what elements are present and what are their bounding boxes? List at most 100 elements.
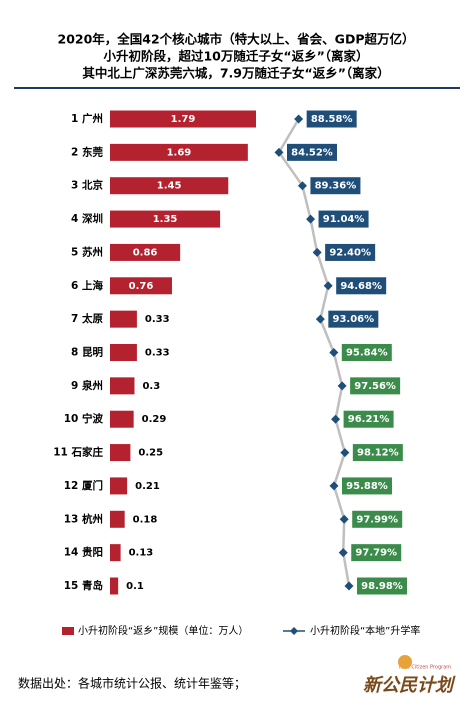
point bbox=[338, 548, 348, 558]
legend-swatch bbox=[290, 627, 298, 635]
point bbox=[329, 348, 339, 357]
value-label-box bbox=[336, 277, 387, 295]
bar-value-label: 0.86 bbox=[133, 247, 158, 258]
bar bbox=[110, 177, 229, 195]
value-label: 91.04% bbox=[323, 214, 365, 225]
bar-value-label: 1.35 bbox=[153, 214, 178, 225]
bar bbox=[110, 544, 121, 562]
bar-value-label: 0.33 bbox=[145, 314, 170, 325]
value-label: 89.36% bbox=[315, 181, 357, 192]
point bbox=[344, 581, 354, 591]
point bbox=[329, 481, 339, 491]
title-line: 其中北上广深苏莞六城，7.9万随迁子女“返乡”（离家） bbox=[82, 66, 389, 81]
category-label: 14 贵阳 bbox=[64, 546, 103, 559]
bar-value-label: 0.21 bbox=[135, 481, 160, 492]
point bbox=[339, 514, 349, 524]
category-label: 2 东莞 bbox=[71, 145, 103, 158]
category-label: 15 青岛 bbox=[64, 579, 103, 592]
bar-value-label: 0.76 bbox=[129, 281, 154, 292]
value-label-box bbox=[318, 210, 369, 228]
category-label: 4 深圳 bbox=[71, 212, 103, 225]
bar-value-label: 0.33 bbox=[145, 348, 170, 359]
point bbox=[312, 247, 322, 257]
value-label-box bbox=[287, 143, 337, 161]
value-label-box bbox=[351, 544, 402, 562]
bar-value-label: 0.1 bbox=[126, 581, 144, 592]
value-label: 97.79% bbox=[355, 548, 397, 559]
category-label: 9 泉州 bbox=[71, 379, 103, 392]
legend-label: 小升初阶段“返乡”规模（单位：万人） bbox=[78, 624, 248, 637]
bar bbox=[110, 444, 131, 462]
bar-value-label: 1.69 bbox=[167, 147, 192, 158]
point bbox=[337, 381, 347, 391]
value-label-box bbox=[328, 310, 379, 328]
logo-text: 新公民计划 bbox=[363, 675, 456, 696]
value-label-box bbox=[343, 410, 394, 428]
value-label: 97.56% bbox=[354, 381, 396, 392]
bar-value-label: 0.18 bbox=[133, 514, 158, 525]
value-label: 98.98% bbox=[361, 581, 403, 592]
value-label: 88.58% bbox=[311, 114, 353, 125]
category-label: 3 北京 bbox=[71, 179, 103, 192]
bar bbox=[110, 477, 128, 495]
point bbox=[297, 181, 307, 191]
bar-value-label: 1.79 bbox=[171, 114, 196, 125]
bar bbox=[110, 510, 125, 528]
bar bbox=[110, 410, 134, 428]
value-label-box bbox=[350, 377, 401, 395]
value-label-box bbox=[341, 344, 392, 361]
point bbox=[315, 314, 325, 324]
logo-icon bbox=[398, 655, 412, 669]
value-label: 95.88% bbox=[346, 481, 388, 492]
title-line: 2020年，全国42个核心城市（特大以上、省会、GDP超万亿） bbox=[58, 32, 415, 47]
value-label-box bbox=[352, 444, 403, 462]
value-label-box bbox=[357, 577, 407, 595]
category-label: 6 上海 bbox=[71, 279, 103, 292]
legend-label: 小升初阶段“本地”升学率 bbox=[310, 624, 420, 637]
bar bbox=[110, 577, 119, 595]
point bbox=[274, 147, 284, 157]
category-label: 13 杭州 bbox=[64, 512, 103, 525]
source: 数据出处：各城市统计公报、统计年鉴等； bbox=[18, 676, 246, 691]
bar bbox=[110, 344, 137, 361]
value-label-box bbox=[310, 177, 361, 195]
bar bbox=[110, 243, 181, 261]
value-label: 96.21% bbox=[348, 414, 390, 425]
category-label: 10 宁波 bbox=[64, 412, 104, 425]
category-label: 1 广州 bbox=[71, 112, 103, 125]
bar bbox=[110, 143, 248, 161]
point bbox=[323, 281, 333, 291]
category-label: 5 苏州 bbox=[71, 245, 103, 258]
point bbox=[331, 414, 341, 424]
point bbox=[294, 114, 304, 124]
bar bbox=[110, 310, 137, 328]
category-label: 12 厦门 bbox=[64, 479, 103, 492]
point bbox=[306, 214, 316, 224]
value-label: 98.12% bbox=[357, 448, 399, 459]
value-label-box bbox=[325, 243, 376, 261]
bar bbox=[110, 210, 221, 228]
logo-subtitle: New Citizen Program bbox=[399, 665, 451, 671]
bar-value-label: 1.45 bbox=[157, 181, 182, 192]
bar-value-label: 0.3 bbox=[142, 381, 160, 392]
category-label: 11 石家庄 bbox=[53, 446, 103, 459]
bar bbox=[110, 110, 256, 128]
value-label-box bbox=[352, 510, 403, 528]
bar-value-label: 0.25 bbox=[138, 448, 163, 459]
bar bbox=[110, 277, 172, 295]
bar-value-label: 0.29 bbox=[142, 414, 167, 425]
point bbox=[340, 448, 350, 458]
value-label-box bbox=[341, 477, 392, 495]
category-label: 7 太原 bbox=[71, 312, 103, 325]
legend-swatch bbox=[62, 627, 74, 635]
value-label: 94.68% bbox=[340, 281, 382, 292]
value-label: 92.40% bbox=[329, 247, 371, 258]
title-line: 小升初阶段，超过10万随迁子女“返乡”（离家） bbox=[102, 49, 368, 64]
value-label: 95.84% bbox=[346, 348, 388, 359]
bar-value-label: 0.13 bbox=[129, 548, 154, 559]
value-label: 84.52% bbox=[291, 147, 333, 158]
value-label: 97.99% bbox=[356, 514, 398, 525]
category-label: 8 昆明 bbox=[71, 347, 103, 359]
value-label-box bbox=[306, 110, 357, 128]
